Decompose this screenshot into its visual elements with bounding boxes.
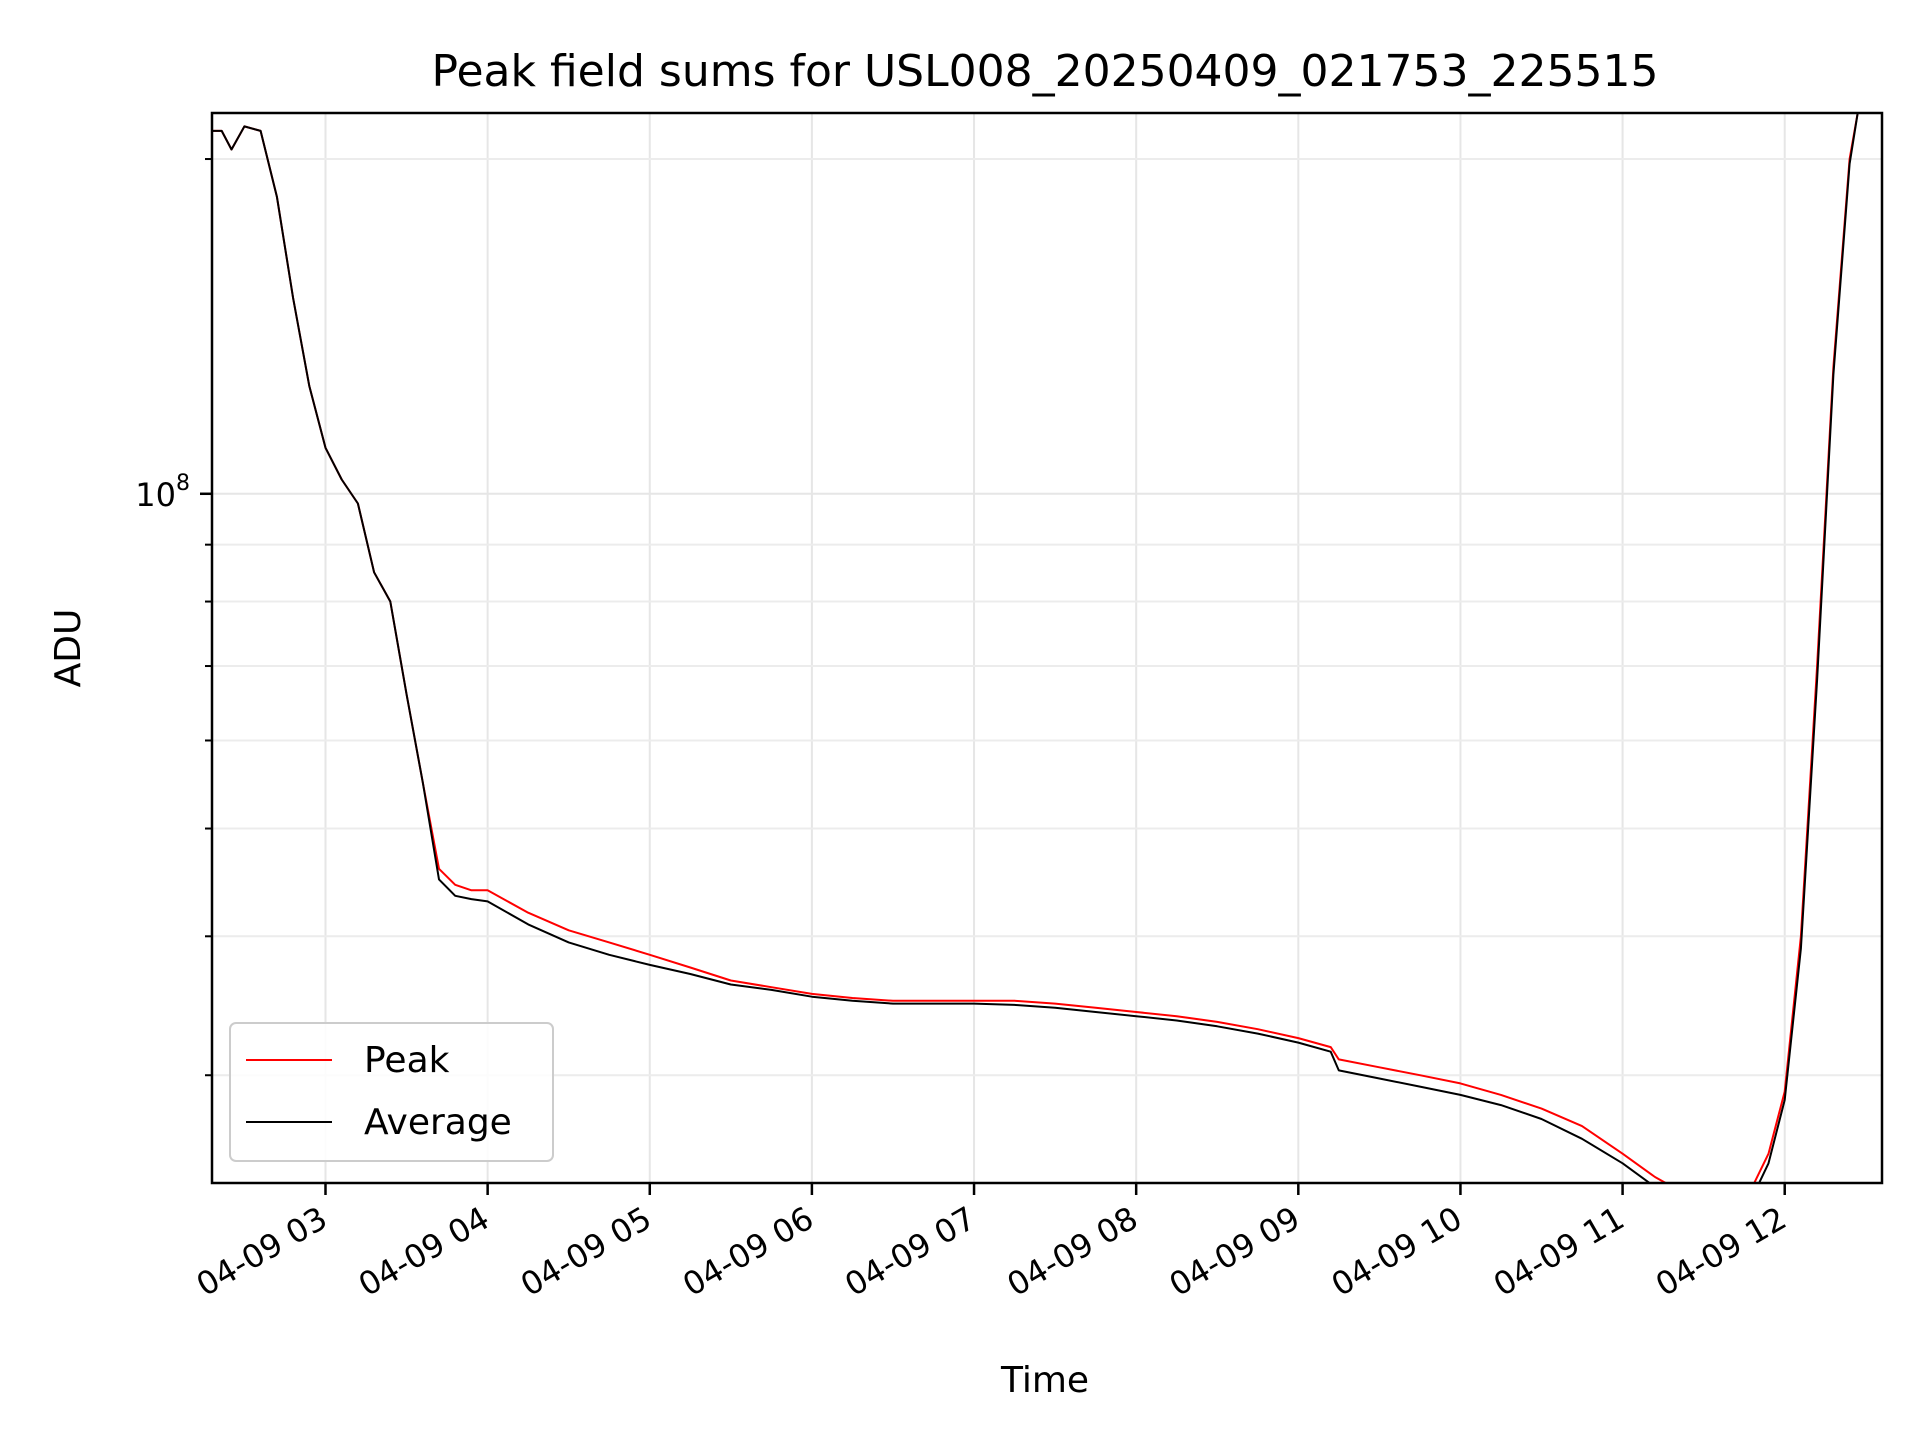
legend-label-average: Average [364, 1102, 512, 1143]
legend: Peak Average [229, 1022, 554, 1162]
plot-area-frame [210, 111, 1884, 1185]
y-tick-label-base: 10 [135, 476, 176, 514]
grid [212, 113, 1882, 1183]
y-tick-label: 108 [135, 471, 190, 514]
y-axis-ticks: 108 [135, 158, 212, 1077]
y-axis-label: ADU [48, 609, 89, 688]
legend-label-peak: Peak [364, 1040, 450, 1081]
y-tick-label-exponent: 8 [176, 471, 190, 496]
series-line-average [212, 113, 1859, 1183]
series-layer [212, 113, 1859, 1183]
chart-title: Peak field sums for USL008_20250409_0217… [432, 46, 1659, 97]
legend-box [229, 1022, 554, 1162]
x-axis-label: Time [1000, 1360, 1089, 1401]
